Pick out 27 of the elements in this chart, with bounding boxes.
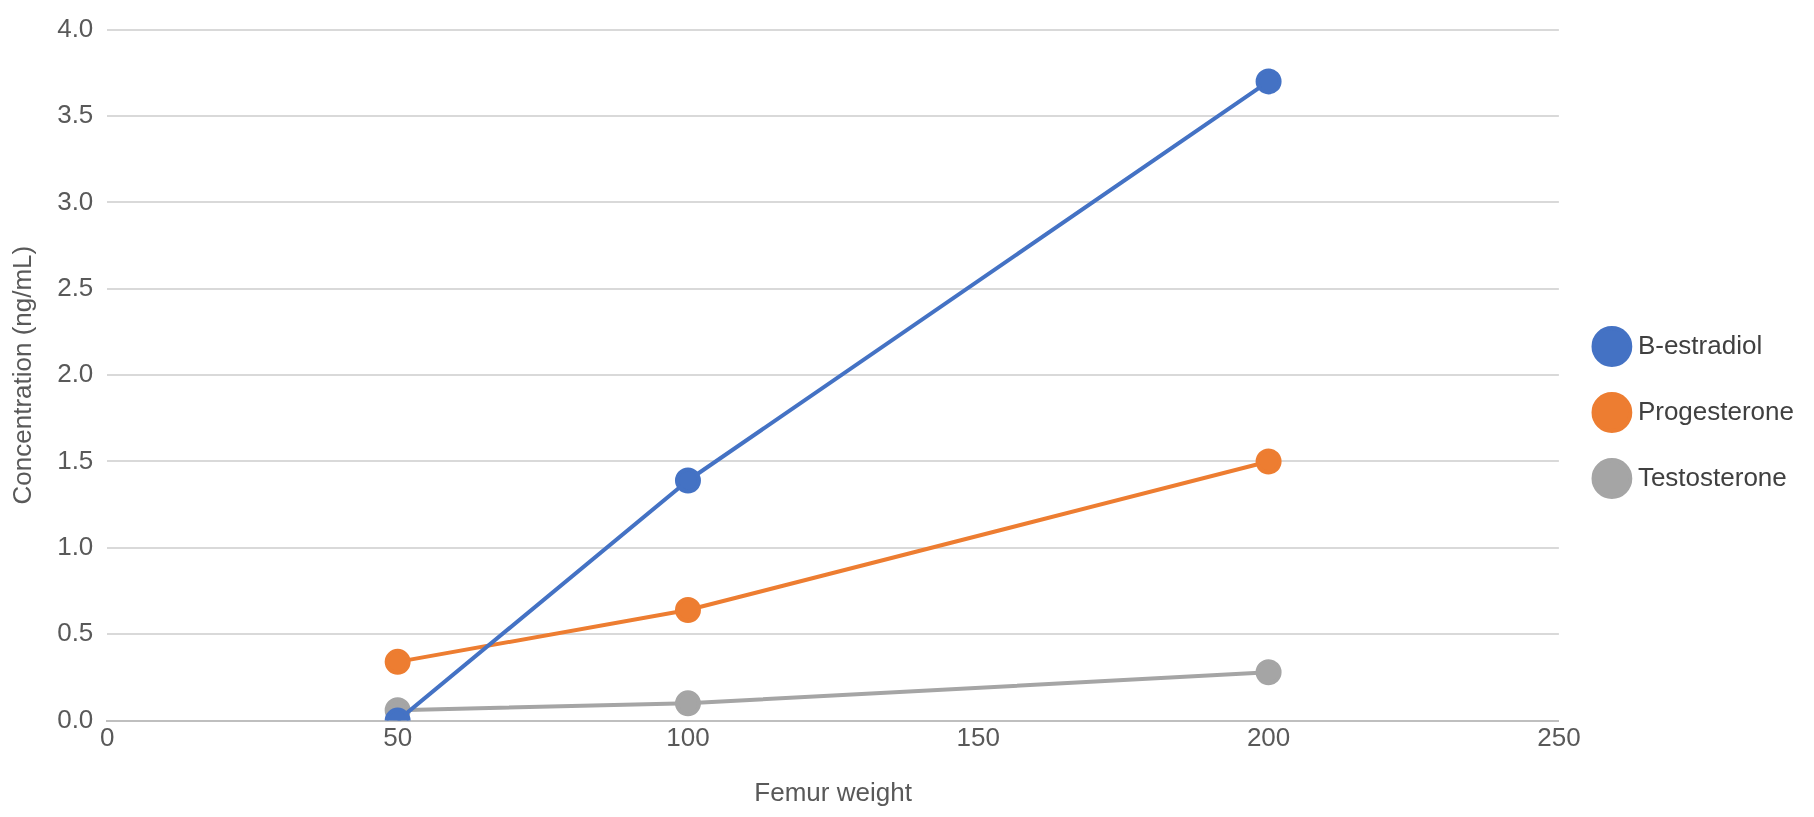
y-tick-label: 0.5 bbox=[57, 617, 94, 648]
x-tick-label: 50 bbox=[383, 722, 413, 753]
y-tick-label: 2.5 bbox=[57, 271, 94, 302]
point bbox=[674, 690, 701, 717]
y-tick-label: 0.0 bbox=[57, 703, 94, 734]
x-tick-label: 150 bbox=[956, 722, 1000, 753]
x-tick-label: 0 bbox=[100, 722, 115, 753]
legend-label: Progesterone bbox=[1637, 395, 1795, 426]
point bbox=[1255, 659, 1282, 686]
legend-label: B-estradiol bbox=[1637, 329, 1763, 360]
point bbox=[674, 467, 701, 494]
y-tick-label: 1.0 bbox=[57, 531, 94, 562]
point bbox=[1255, 448, 1282, 475]
point bbox=[1255, 68, 1282, 95]
point bbox=[384, 648, 411, 675]
x-tick-label: 100 bbox=[666, 722, 710, 753]
y-tick-label: 2.0 bbox=[57, 358, 94, 389]
x-axis-title: Femur weight bbox=[754, 776, 913, 807]
x-tick-label: 250 bbox=[1537, 722, 1581, 753]
y-tick-label: 3.5 bbox=[57, 99, 94, 130]
y-tick-label: 1.5 bbox=[57, 444, 94, 475]
y-axis-title: Concentration (ng/mL) bbox=[6, 245, 37, 505]
y-tick-label: 4.0 bbox=[57, 12, 94, 43]
legend-label: Testosterone bbox=[1637, 461, 1787, 492]
y-tick-label: 3.0 bbox=[57, 185, 94, 216]
x-tick-label: 200 bbox=[1246, 722, 1291, 753]
point bbox=[674, 597, 701, 624]
